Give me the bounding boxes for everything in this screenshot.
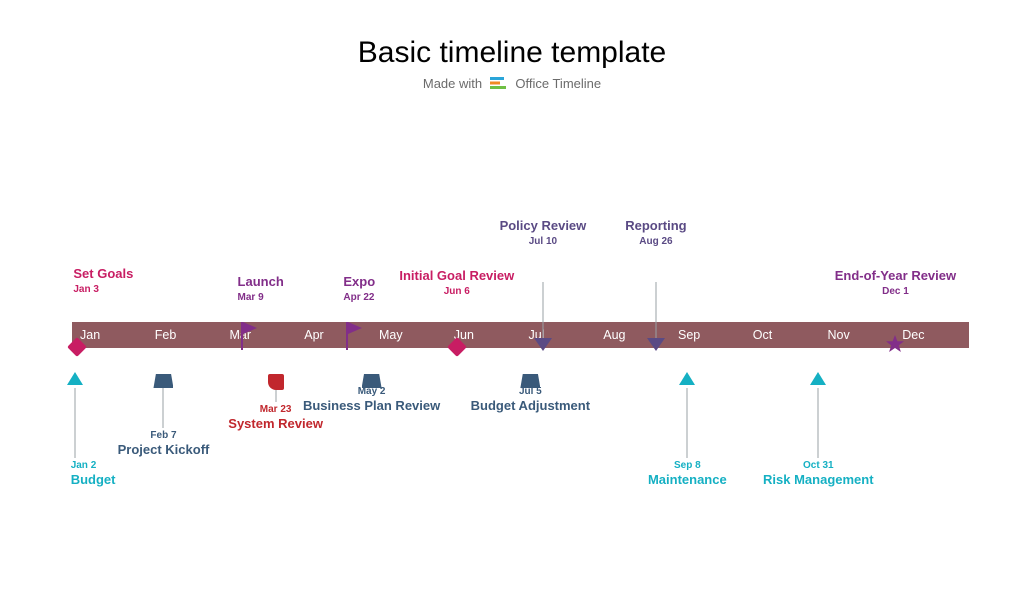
month-label: May — [371, 322, 446, 348]
milestone-date: May 2 — [303, 386, 440, 398]
milestone-date: Oct 31 — [763, 460, 874, 472]
milestone-title: System Review — [228, 417, 323, 432]
milestone-title: Risk Management — [763, 473, 874, 488]
milestone-date: Feb 7 — [118, 430, 210, 442]
milestone-label: Jan 2 Budget — [71, 460, 116, 488]
milestone-title: Maintenance — [648, 473, 727, 488]
milestone-label: Initial Goal Review Jun 6 — [399, 269, 514, 298]
milestone-label: Launch Mar 9 — [238, 275, 284, 304]
milestone-title: Reporting — [625, 219, 686, 234]
milestone-date: Sep 8 — [648, 460, 727, 472]
office-timeline-icon — [490, 76, 508, 93]
month-label: Sep — [670, 322, 745, 348]
milestone-date: Jul 5 — [471, 386, 590, 398]
milestone-title: End-of-Year Review — [835, 269, 956, 284]
milestone-date: Apr 22 — [343, 292, 375, 304]
milestone-date: Jun 6 — [399, 286, 514, 298]
milestone-title: Budget Adjustment — [471, 399, 590, 414]
subtitle-product: Office Timeline — [515, 76, 601, 91]
milestone-label: Oct 31 Risk Management — [763, 460, 874, 488]
milestone-title: Initial Goal Review — [399, 269, 514, 284]
milestone-label: Policy Review Jul 10 — [500, 219, 587, 248]
milestone-title: Business Plan Review — [303, 399, 440, 414]
milestone-title: Budget — [71, 473, 116, 488]
milestone-title: Launch — [238, 275, 284, 290]
milestone-label: End-of-Year Review Dec 1 — [835, 269, 956, 298]
milestone-label: Sep 8 Maintenance — [648, 460, 727, 488]
milestone-label: May 2 Business Plan Review — [303, 386, 440, 414]
milestone-date: Aug 26 — [625, 236, 686, 248]
milestone-title: Expo — [343, 275, 375, 290]
milestone-title: Set Goals — [73, 267, 133, 282]
month-label: Jul — [521, 322, 596, 348]
timeline: JanFebMarAprMayJunJulAugSepOctNovDec Set… — [72, 322, 969, 348]
milestone-title: Policy Review — [500, 219, 587, 234]
milestone-date: Dec 1 — [835, 286, 956, 298]
milestone-title: Project Kickoff — [118, 443, 210, 458]
subtitle-prefix: Made with — [423, 76, 482, 91]
month-label: Mar — [222, 322, 297, 348]
milestone-date: Mar 9 — [238, 292, 284, 304]
timeline-band: JanFebMarAprMayJunJulAugSepOctNovDec — [72, 322, 969, 348]
milestone-label: Expo Apr 22 — [343, 275, 375, 304]
milestone-date: Jul 10 — [500, 236, 587, 248]
milestone-label: Feb 7 Project Kickoff — [118, 430, 210, 458]
milestone-label: Reporting Aug 26 — [625, 219, 686, 248]
milestone-label: Jul 5 Budget Adjustment — [471, 386, 590, 414]
milestone-label: Set Goals Jan 3 — [73, 267, 133, 296]
month-label: Feb — [147, 322, 222, 348]
page-title: Basic timeline template — [0, 36, 1024, 70]
month-label: Dec — [894, 322, 969, 348]
month-label: Oct — [745, 322, 820, 348]
milestone-date: Jan 2 — [71, 460, 116, 472]
subtitle: Made with Office Timeline — [0, 76, 1024, 93]
month-label: Nov — [820, 322, 895, 348]
milestone-date: Jan 3 — [73, 284, 133, 296]
